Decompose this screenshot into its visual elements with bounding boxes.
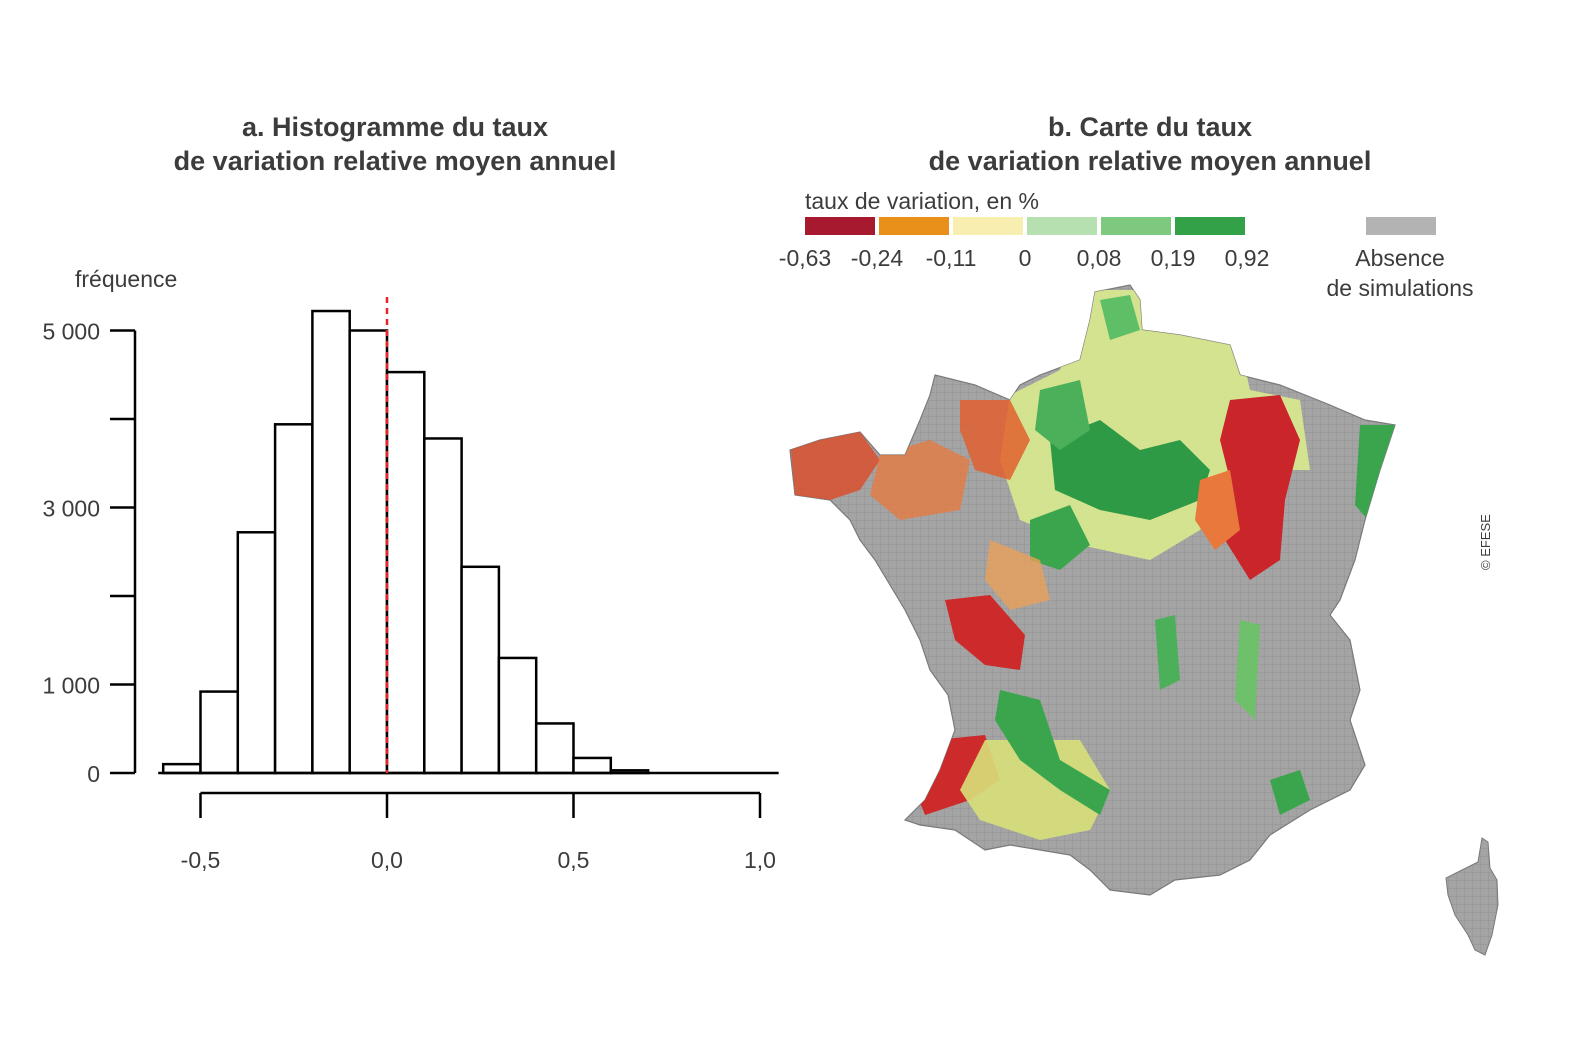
map-title-line1: b. Carte du taux [1047,112,1253,142]
histogram-axes: 0 1 000 3 000 5 000 -0,5 0,0 0,5 1,0 [42,297,779,873]
legend-absence-label-line2: de simulations [1326,275,1473,301]
legend-break-label: -0,63 [779,245,831,271]
region-brittany-red [790,432,880,500]
legend-breaks: -0,63 -0,24 -0,11 0 0,08 0,19 0,92 [779,245,1270,271]
x-tick-label: 1,0 [744,847,776,873]
legend-break-label: 0,19 [1151,245,1196,271]
legend-color-swatch [879,217,949,235]
legend-title: taux de variation, en % [805,188,1039,214]
region-center-green [1030,505,1090,570]
y-tick-label: 1 000 [42,673,100,699]
legend-color-swatch [1027,217,1097,235]
y-axis-label: fréquence [75,266,177,292]
legend-break-label: 0,08 [1077,245,1122,271]
legend-absence-swatch [1366,217,1436,235]
region-normandy-orange [870,440,970,520]
legend-break-label: -0,24 [851,245,904,271]
histogram-bar [311,309,351,775]
legend-break-label: 0,92 [1225,245,1270,271]
region-allier-green [1155,615,1180,690]
histogram-bars [161,309,650,775]
region-south-green [1270,770,1310,815]
legend-break-label: 0 [1019,245,1032,271]
legend-color-swatch [1101,217,1171,235]
region-alsace-green [1355,425,1395,520]
histogram-title-line1: a. Histogramme du taux [241,112,549,142]
x-tick-label: -0,5 [181,847,221,873]
region-southwest-green [995,690,1110,815]
legend-color-swatch [953,217,1023,235]
map-title: b. Carte du taux de variation relative m… [850,110,1450,178]
legend-break-label: -0,11 [926,245,977,271]
x-tick-label: 0,0 [371,847,403,873]
histogram-bar [385,370,426,775]
region-gascogne-yellow [960,740,1110,840]
histogram-bar [348,329,389,775]
region-loire-mix [985,540,1050,610]
region-east-red [1220,395,1300,580]
x-tick-label: 0,5 [558,847,590,873]
region-maine-red [960,400,1030,480]
histogram-title: a. Histogramme du taux de variation rela… [100,110,690,178]
region-rhone-green [1235,620,1260,720]
legend-swatches [805,217,1245,235]
y-tick-label: 3 000 [42,496,100,522]
y-tick-label: 0 [87,761,100,787]
region-east-orange [1195,470,1240,550]
region-north-green [1100,295,1140,340]
corsica [1445,837,1499,956]
region-northwest-green [1035,380,1090,450]
histogram-title-line2: de variation relative moyen annuel [173,146,617,176]
legend-absence-label-line1: Absence [1355,245,1445,271]
map-title-line2: de variation relative moyen annuel [928,146,1372,176]
region-charente-red [945,595,1025,670]
legend-color-swatch [805,217,875,235]
france-map [789,284,1499,956]
region-paris-green [1050,420,1210,520]
legend-color-swatch [1175,217,1245,235]
y-tick-label: 5 000 [42,319,100,345]
copyright-notice: © EFESE [1478,514,1493,570]
